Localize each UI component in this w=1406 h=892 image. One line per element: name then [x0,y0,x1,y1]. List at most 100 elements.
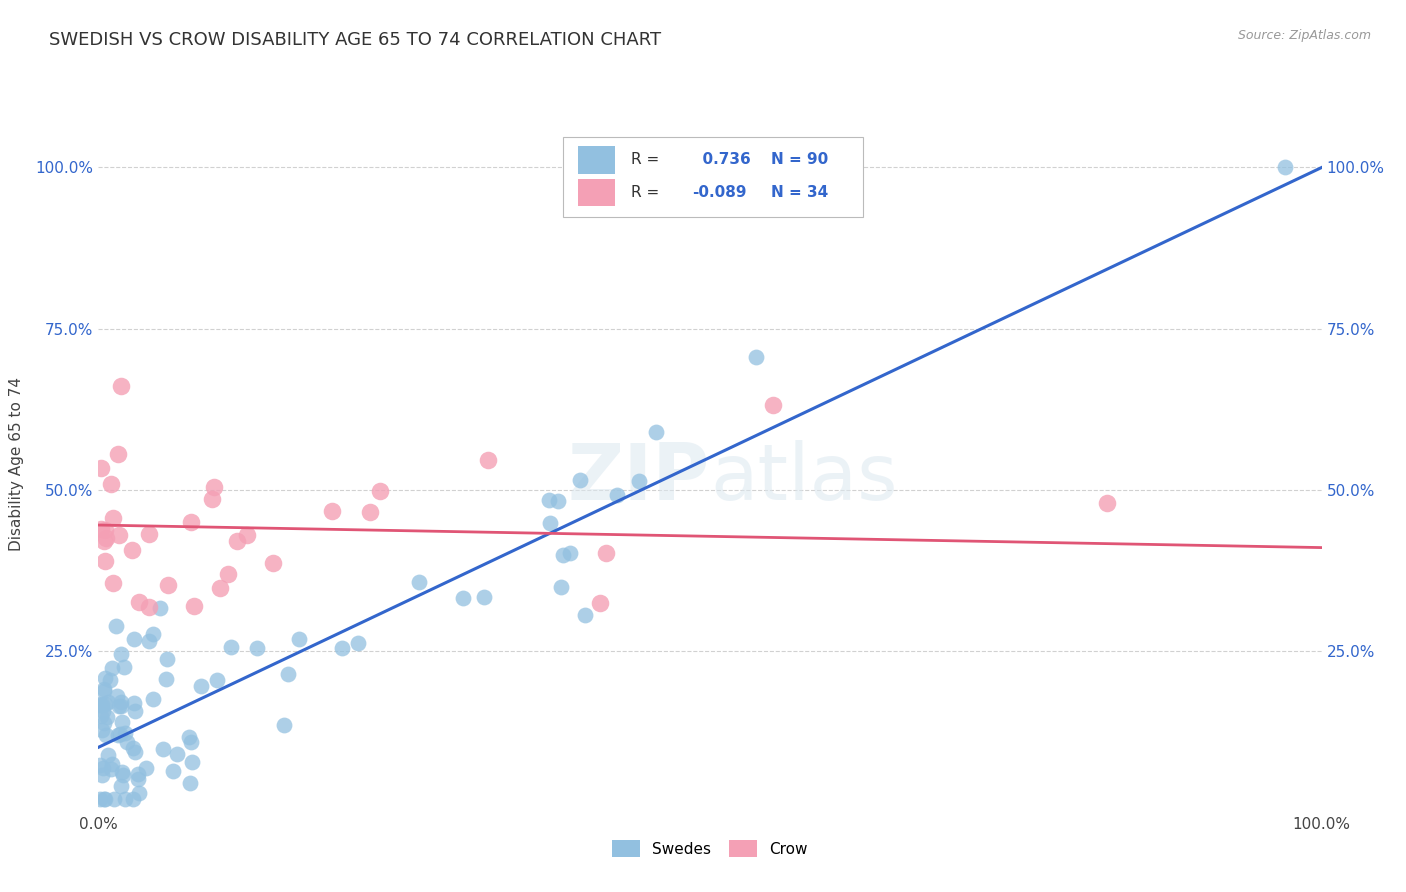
Point [100,762,122,776]
Point [122,696,145,710]
Text: R =: R = [630,153,664,168]
Point [166,747,188,761]
Point [134,760,156,774]
Point [110,379,132,393]
Point [111,714,134,729]
Point [90,768,112,782]
Point [101,661,124,675]
Point [93,671,115,685]
Point [128,786,150,800]
Point [107,447,129,461]
Point [115,734,138,748]
Point [472,591,495,605]
Point [122,632,145,646]
Text: ZIP: ZIP [568,440,710,516]
Point [96,710,118,724]
Point [453,591,475,606]
Legend: Swedes, Crow: Swedes, Crow [606,834,814,863]
Point [1095,496,1118,510]
Point [90,708,112,723]
Point [368,484,391,499]
Point [93,792,115,806]
Point [108,528,131,542]
Point [538,516,561,531]
Point [156,652,179,666]
Point [98,673,121,688]
Point [108,699,131,714]
Point [110,647,132,661]
Point [179,776,201,790]
Text: -0.089: -0.089 [692,185,747,200]
Point [202,480,225,494]
Point [205,673,228,687]
Point [155,672,177,686]
Y-axis label: Disability Age 65 to 74: Disability Age 65 to 74 [10,376,24,551]
Text: N = 90: N = 90 [772,153,828,168]
Point [553,549,575,563]
Point [762,398,785,412]
Bar [578,146,614,174]
Point [110,695,132,709]
Point [568,473,591,487]
Point [180,755,202,769]
Point [574,607,596,622]
Point [114,726,136,740]
Point [124,704,146,718]
Point [89,792,111,806]
Point [101,511,124,525]
Point [245,640,267,655]
Point [200,491,222,506]
Point [226,533,249,548]
Point [606,488,628,502]
Text: 0.736: 0.736 [692,153,751,168]
Point [101,575,124,590]
Point [111,764,134,779]
FancyBboxPatch shape [564,136,863,217]
Point [138,633,160,648]
Point [90,522,112,536]
Point [645,425,668,440]
Point [122,741,145,756]
Point [183,599,205,613]
Point [112,767,135,781]
Point [177,731,200,745]
Point [107,728,129,742]
Point [108,726,131,740]
Point [190,679,212,693]
Point [93,683,115,698]
Point [142,691,165,706]
Point [112,660,135,674]
Point [93,534,115,549]
Point [121,543,143,558]
Point [94,697,117,711]
Text: Source: ZipAtlas.com: Source: ZipAtlas.com [1237,29,1371,42]
Point [128,594,150,608]
Point [105,618,128,632]
Point [110,779,132,793]
Text: atlas: atlas [710,440,897,516]
Point [180,735,202,749]
Point [547,494,569,508]
Point [273,718,295,732]
Point [96,728,118,742]
Point [236,528,259,542]
Point [127,772,149,787]
Point [124,745,146,759]
Point [127,766,149,780]
Point [538,493,561,508]
Point [100,757,122,772]
Point [558,546,581,560]
Point [93,523,115,537]
Point [94,554,117,568]
Point [1274,161,1296,175]
Point [93,681,115,696]
Point [208,581,231,595]
Point [628,475,651,489]
Point [138,526,160,541]
Point [91,698,114,712]
Point [288,632,311,646]
Point [477,453,499,467]
Point [114,792,136,806]
Point [90,460,112,475]
Point [94,792,117,806]
